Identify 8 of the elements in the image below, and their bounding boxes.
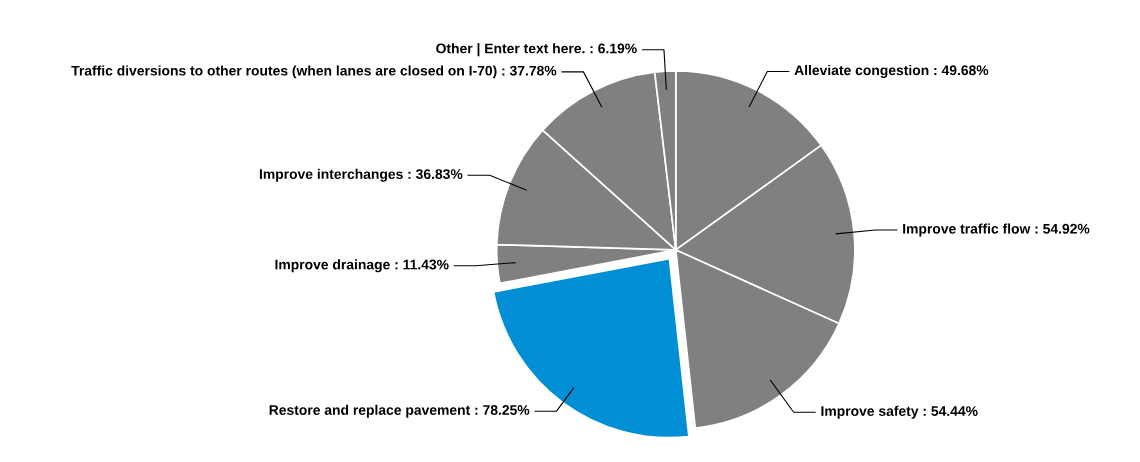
- slice-label: Improve drainage : 11.43%: [275, 259, 449, 273]
- slice-label: Improve safety : 54.44%: [821, 405, 978, 419]
- slice-label: Traffic diversions to other routes (when lanes are closed on I-70) : 37.78%: [71, 65, 557, 79]
- slice-label: Improve traffic flow : 54.92%: [903, 223, 1090, 237]
- slice-label: Restore and replace pavement : 78.25%: [269, 404, 530, 418]
- slice-label: Other | Enter text here. : 6.19%: [436, 43, 637, 57]
- slice-label: Improve interchanges : 36.83%: [259, 168, 463, 182]
- slice-label: Alleviate congestion : 49.68%: [794, 64, 989, 78]
